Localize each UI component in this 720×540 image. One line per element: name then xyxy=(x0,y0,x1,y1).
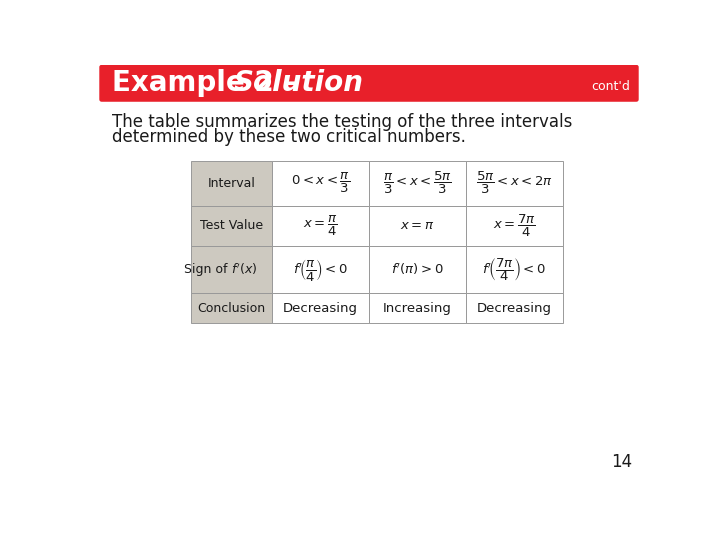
Bar xyxy=(191,294,272,323)
Text: Interval: Interval xyxy=(207,177,256,190)
Bar xyxy=(191,246,272,294)
Bar xyxy=(191,161,272,206)
Bar xyxy=(369,246,466,294)
Text: Solution: Solution xyxy=(233,69,364,97)
Text: Decreasing: Decreasing xyxy=(477,302,552,315)
Bar xyxy=(466,206,563,246)
Text: Test Value: Test Value xyxy=(200,219,263,232)
FancyBboxPatch shape xyxy=(99,65,639,102)
Text: $x = \pi$: $x = \pi$ xyxy=(400,219,435,232)
Text: $\dfrac{\pi}{3} < x < \dfrac{5\pi}{3}$: $\dfrac{\pi}{3} < x < \dfrac{5\pi}{3}$ xyxy=(383,170,452,197)
Bar xyxy=(191,206,272,246)
Text: $\dfrac{5\pi}{3} < x < 2\pi$: $\dfrac{5\pi}{3} < x < 2\pi$ xyxy=(476,170,553,197)
Text: cont'd: cont'd xyxy=(591,80,630,93)
Text: Sign of: Sign of xyxy=(184,263,231,276)
Text: $f'(\pi) > 0$: $f'(\pi) > 0$ xyxy=(391,262,444,278)
Bar xyxy=(369,206,466,246)
Bar xyxy=(466,246,563,294)
Text: 14: 14 xyxy=(611,454,632,471)
Text: Increasing: Increasing xyxy=(383,302,452,315)
Text: $x = \dfrac{7\pi}{4}$: $x = \dfrac{7\pi}{4}$ xyxy=(492,213,536,239)
Text: The table summarizes the testing of the three intervals: The table summarizes the testing of the … xyxy=(112,112,572,131)
Text: $0 < x < \dfrac{\pi}{3}$: $0 < x < \dfrac{\pi}{3}$ xyxy=(291,171,350,195)
Text: $f'\!\left(\dfrac{7\pi}{4}\right) < 0$: $f'\!\left(\dfrac{7\pi}{4}\right) < 0$ xyxy=(482,256,546,283)
Bar xyxy=(369,161,466,206)
Text: Conclusion: Conclusion xyxy=(197,302,266,315)
Text: determined by these two critical numbers.: determined by these two critical numbers… xyxy=(112,128,466,146)
Text: Decreasing: Decreasing xyxy=(283,302,358,315)
Bar xyxy=(466,161,563,206)
Text: Example 2 –: Example 2 – xyxy=(112,69,307,97)
Bar xyxy=(466,294,563,323)
Bar xyxy=(369,294,466,323)
Bar xyxy=(272,246,369,294)
Bar xyxy=(272,294,369,323)
Bar xyxy=(272,206,369,246)
Bar xyxy=(272,161,369,206)
Text: $f'\!\left(\dfrac{\pi}{4}\right) < 0$: $f'\!\left(\dfrac{\pi}{4}\right) < 0$ xyxy=(293,256,348,282)
Text: $f'(x)$: $f'(x)$ xyxy=(231,262,258,278)
Text: $x = \dfrac{\pi}{4}$: $x = \dfrac{\pi}{4}$ xyxy=(303,214,338,238)
